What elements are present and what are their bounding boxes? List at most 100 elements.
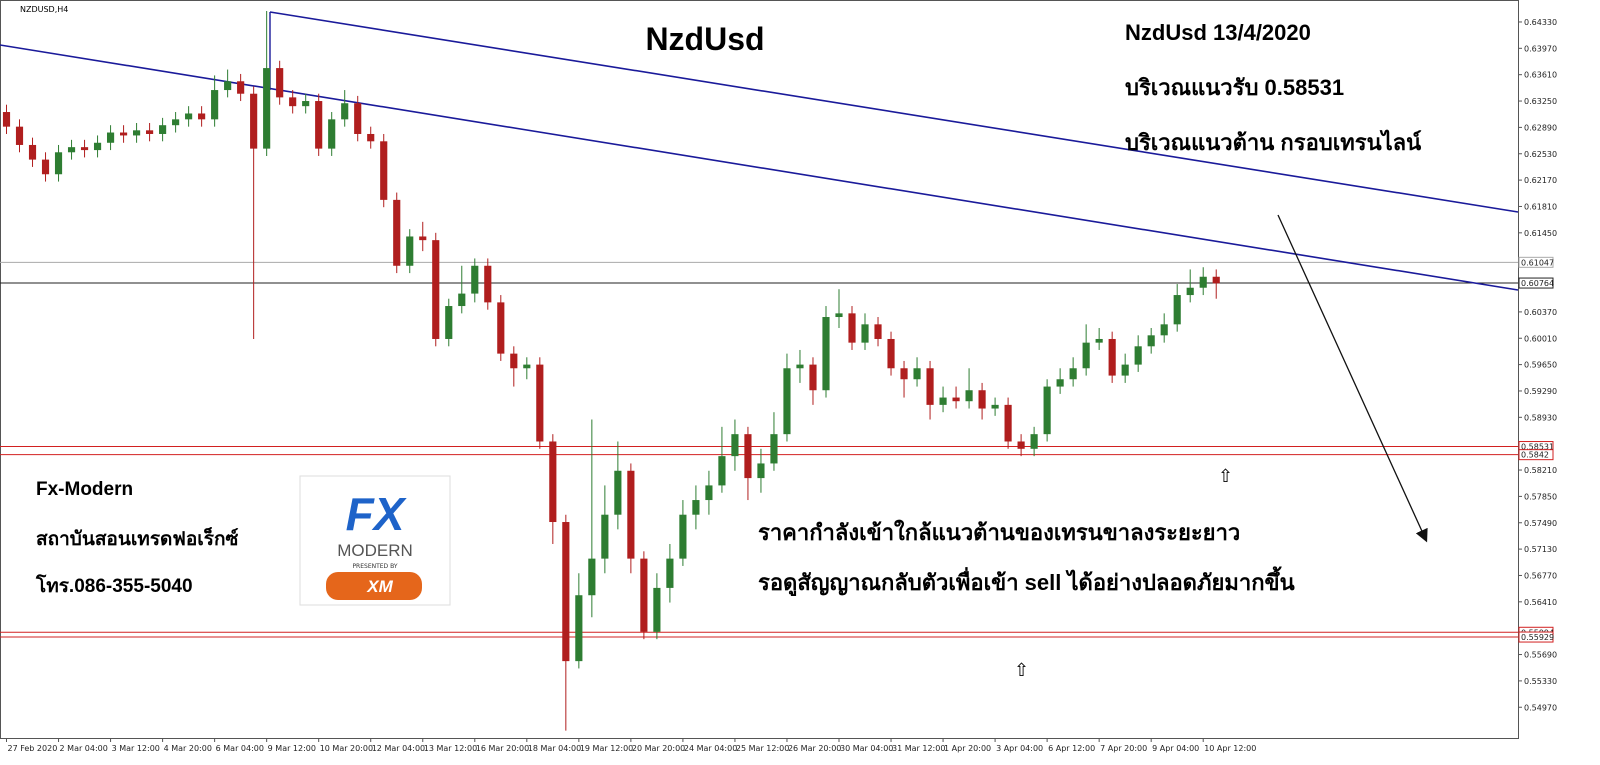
logo-mark: FX [346,488,407,540]
y-tick-label: 0.59650 [1524,361,1557,370]
price-tag-label: 0.60764 [1521,279,1554,288]
y-tick-label: 0.59290 [1524,387,1557,396]
plot-frame [0,0,1519,739]
x-tick-label: 1 Apr 20:00 [944,744,991,753]
candle-body [15,126,24,145]
candle-body [471,265,479,294]
candle-body [106,132,115,143]
x-tick-label: 18 Mar 04:00 [528,744,581,753]
candle-body [276,68,284,98]
candle-body [1043,386,1051,435]
y-tick-label: 0.63610 [1524,71,1557,80]
candle-body [263,68,271,149]
candle-body [718,456,726,486]
candle-body [445,306,453,339]
y-tick-label: 0.64330 [1524,18,1557,27]
logo-name: MODERN [337,541,413,560]
annotation: สถาบันสอนเทรดฟอเร็กซ์ [36,526,238,550]
up-arrow-icon: ⇧ [1218,466,1233,487]
candle-body [796,364,804,369]
symbol-label: NZDUSD,H4 [20,5,68,14]
candle-body [562,522,570,662]
candle-body [458,293,466,307]
x-tick-label: 4 Mar 20:00 [164,744,212,753]
candle-body [991,404,999,409]
candle-body [432,240,440,339]
annotation: Fx-Modern [36,479,133,500]
candle-body [900,368,908,380]
x-tick-label: 2 Mar 04:00 [60,744,108,753]
candle-body [1108,338,1116,376]
candle-body [783,368,791,435]
candle-body [1069,368,1077,380]
y-tick-label: 0.62170 [1524,176,1557,185]
candle-body [705,485,713,501]
candle-body [133,130,141,136]
candle-body [1056,379,1064,387]
x-tick-label: 3 Mar 12:00 [112,744,160,753]
candle-body [406,236,414,266]
logo-badge [326,572,422,600]
price-tag-label: 0.61047 [1521,258,1554,267]
candle-body [172,119,180,126]
candle-body [484,265,492,303]
candle-body [939,397,947,405]
annotation: บริเวณแนวรับ 0.58531 [1125,75,1344,100]
y-tick-label: 0.61450 [1524,229,1557,238]
annotation: NzdUsd 13/4/2020 [1125,20,1311,45]
candle-body [627,470,635,559]
candle-body [822,317,830,391]
candle-body [965,390,973,402]
candle-body [302,101,310,107]
y-tick-label: 0.57850 [1524,492,1557,501]
candle-body [211,90,219,120]
candle-body [1212,276,1220,284]
candle-body [341,103,349,120]
forecast-arrow [1277,214,1428,543]
y-tick-label: 0.58210 [1524,466,1557,475]
candle-body [666,558,674,588]
price-tag-label: 0.58531 [1521,443,1554,452]
candle-body [237,81,245,94]
candle-body [54,152,63,175]
x-tick-label: 12 Mar 04:00 [372,744,425,753]
candle-body [809,364,817,391]
candle-body [952,397,960,402]
candle-body [874,324,882,339]
logo-presented: PRESENTED BY [352,563,397,570]
x-tick-label: 31 Mar 12:00 [892,744,945,753]
candle-body [757,463,765,479]
price-tag-label: 0.55929 [1521,633,1554,642]
candle-body [119,132,128,136]
candle-body [1134,346,1142,365]
candle-body [510,353,518,369]
candle-body [1004,404,1012,442]
candle-body [1082,342,1090,369]
x-tick-label: 30 Mar 04:00 [840,744,893,753]
y-tick-label: 0.60010 [1524,334,1557,343]
x-tick-label: 13 Mar 12:00 [424,744,477,753]
candle-body [185,113,193,120]
candle-body [640,558,648,632]
y-tick-label: 0.58930 [1524,413,1557,422]
y-tick-label: 0.62890 [1524,123,1557,132]
logo-broker: XM [366,577,393,596]
x-tick-label: 7 Apr 20:00 [1100,744,1147,753]
candle-body [614,470,622,515]
x-tick-label: 3 Apr 04:00 [996,744,1043,753]
x-tick-label: 20 Mar 20:00 [632,744,685,753]
candle-body [978,390,986,409]
price-tag-label: 0.5842 [1521,451,1549,460]
candle-body [250,93,258,149]
candle-body [1173,295,1181,325]
candle-body [28,144,37,160]
x-tick-label: 26 Mar 20:00 [788,744,841,753]
x-tick-label: 16 Mar 20:00 [476,744,529,753]
candle-body [848,313,856,343]
price-tag [1518,449,1554,461]
candle-body [393,199,401,266]
candle-body [575,595,583,662]
candle-body [328,119,336,149]
candle-body [913,368,921,380]
y-tick-label: 0.55330 [1524,677,1557,686]
